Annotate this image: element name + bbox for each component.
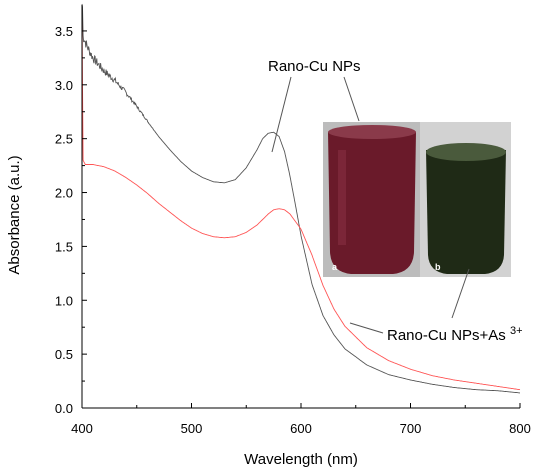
x-tick-label-800: 800 [509,421,531,436]
annotation-rano-cu-as-sup: 3+ [510,325,523,337]
series-line-rano-cu-nps [81,3,520,394]
x-tick-label-400: 400 [71,421,93,436]
leader-line-curve-a [271,76,292,153]
x-tick-label-600: 600 [290,421,312,436]
series-layer [81,3,521,394]
leader-line-vial-a [343,76,360,122]
vial-label-b: b [435,262,441,272]
annotation-rano-cu: Rano-Cu NPs [268,58,361,75]
annotations: Rano-Cu NPs Rano-Cu NPs+As 3+ [268,58,523,344]
vial-b [426,150,506,274]
y-tick-label-0.5: 0.5 [55,347,73,362]
inset-photo: a b [323,122,511,277]
y-tick-label-3.0: 3.0 [55,78,73,93]
x-ticks: 400 500 600 700 800 [71,403,531,436]
vial-b-rim [426,143,506,161]
y-tick-label-3.5: 3.5 [55,24,73,39]
vial-label-a: a [332,262,338,272]
x-tick-label-500: 500 [181,421,203,436]
y-tick-label-1.5: 1.5 [55,239,73,254]
y-tick-label-1.0: 1.0 [55,293,73,308]
annotation-rano-cu-as-main: Rano-Cu NPs+As [387,327,510,344]
x-axis-title: Wavelength (nm) [244,451,358,468]
series-line-rano-cu-nps-as [81,9,521,391]
y-ticks: 0.0 0.5 1.0 1.5 2.0 2.5 3.0 3.5 [55,24,87,416]
vial-a [328,132,416,274]
leader-line-vial-b [451,268,470,319]
y-tick-label-2.0: 2.0 [55,186,73,201]
vial-a-rim [328,125,416,139]
x-tick-label-700: 700 [400,421,422,436]
y-tick-label-0.0: 0.0 [55,401,73,416]
vial-a-glare [338,150,346,245]
annotation-rano-cu-as: Rano-Cu NPs+As 3+ [387,325,523,344]
y-tick-label-2.5: 2.5 [55,132,73,147]
leader-line-curve-b [349,322,384,334]
y-axis-title: Absorbance (a.u.) [6,155,23,274]
annotation-rano-cu-main: Rano-Cu NPs [268,58,361,75]
